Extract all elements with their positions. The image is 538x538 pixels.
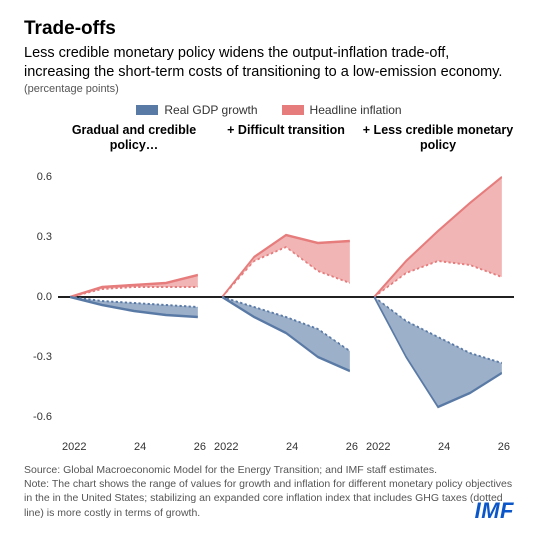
panels-container: 202224262022242620222426 [58,157,514,437]
x-axis-labels: 2022 24 26 [210,441,362,453]
panel-1: 20222426 [210,157,362,437]
x-tick-label: 2022 [366,441,390,453]
panel-2: 20222426 [362,157,514,437]
x-axis-labels: 2022 24 26 [58,441,210,453]
panel-titles-row: Gradual and credible policy… + Difficult… [24,123,514,153]
legend-label-inflation: Headline inflation [310,103,402,117]
panel-title-0: Gradual and credible policy… [58,123,210,153]
legend-label-gdp: Real GDP growth [164,103,257,117]
legend-item-gdp: Real GDP growth [136,103,257,117]
chart-subtitle: Less credible monetary policy widens the… [24,44,514,81]
spacer [24,123,58,153]
legend-swatch-inflation [282,105,304,115]
x-tick-label: 2022 [214,441,238,453]
y-tick-label: 0.6 [37,171,52,183]
chart-title: Trade-offs [24,18,514,40]
legend-swatch-gdp [136,105,158,115]
x-tick-label: 24 [438,441,450,453]
legend: Real GDP growth Headline inflation [24,103,514,117]
x-tick-label: 2022 [62,441,86,453]
unit-label: (percentage points) [24,83,514,95]
x-tick-label: 24 [286,441,298,453]
y-tick-label: 0.3 [37,231,52,243]
x-tick-label: 24 [134,441,146,453]
imf-logo: IMF [475,498,514,524]
x-tick-label: 26 [498,441,510,453]
x-tick-label: 26 [194,441,206,453]
x-axis-labels: 2022 24 26 [362,441,514,453]
legend-item-inflation: Headline inflation [282,103,402,117]
chart-area: 0.60.30.0-0.3-0.6 2022242620222426202224… [24,157,514,437]
panel-title-2: + Less credible monetary policy [362,123,514,153]
x-tick-label: 26 [346,441,358,453]
y-tick-label: -0.3 [33,351,52,363]
y-tick-label: 0.0 [37,291,52,303]
panel-0: 20222426 [58,157,210,437]
y-axis: 0.6 0.3 0.0 -0.3 -0.6 [24,157,58,437]
y-tick-label: -0.6 [33,411,52,423]
panel-title-1: + Difficult transition [210,123,362,153]
source-note: Source: Global Macroeconomic Model for t… [24,463,514,520]
